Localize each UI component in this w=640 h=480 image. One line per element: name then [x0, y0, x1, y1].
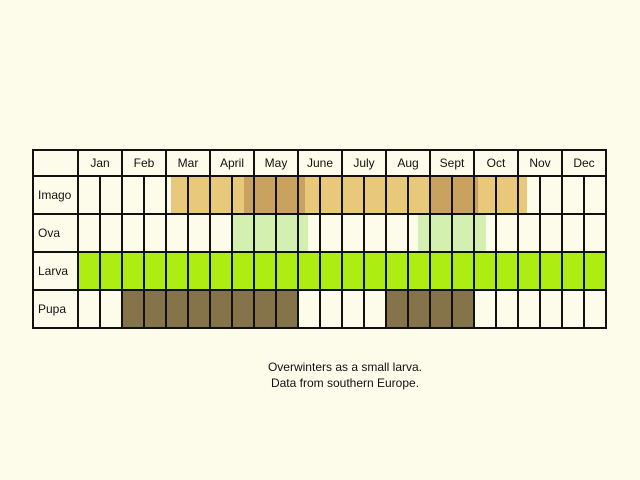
- caption-line-2: Data from southern Europe.: [270, 376, 420, 390]
- grid-lines: [32, 149, 607, 329]
- month-label: Oct: [486, 156, 506, 170]
- month-label: Nov: [529, 156, 551, 170]
- caption-line-1: Overwinters as a small larva.: [267, 360, 423, 374]
- row-label-imago: Imago: [38, 188, 72, 202]
- month-label: Jan: [90, 156, 110, 170]
- month-label: May: [264, 156, 288, 170]
- imago-peak-band: [430, 177, 478, 213]
- row-label-larva: Larva: [38, 264, 69, 278]
- row-label-pupa: Pupa: [38, 302, 67, 316]
- month-label: Dec: [573, 156, 595, 170]
- month-label: June: [306, 156, 334, 170]
- phenology-chart: Jan Feb Mar April May June July Aug Sept…: [32, 149, 607, 329]
- row-label-ova: Ova: [38, 226, 61, 240]
- month-label: Feb: [133, 156, 155, 170]
- caption: Overwinters as a small larva. Data from …: [0, 359, 640, 391]
- month-label: Mar: [177, 156, 199, 170]
- month-label: April: [219, 156, 244, 170]
- month-label: July: [353, 156, 375, 170]
- ova-band: [231, 215, 308, 251]
- month-label: Sept: [439, 156, 465, 170]
- month-label: Aug: [397, 156, 419, 170]
